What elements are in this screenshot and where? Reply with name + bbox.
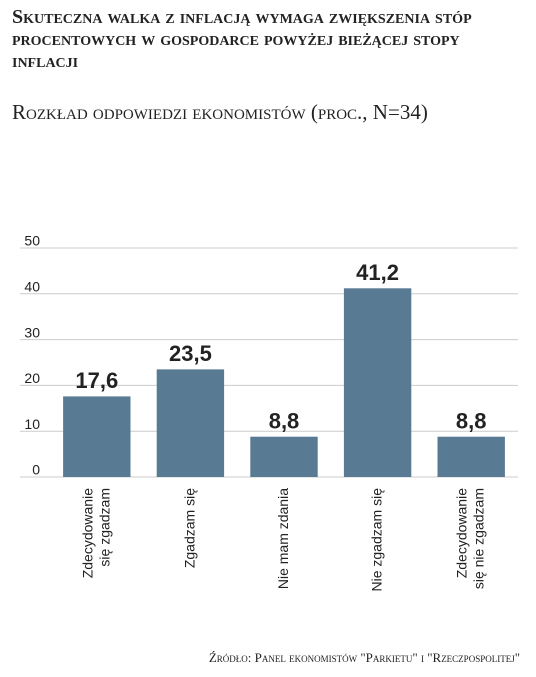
- y-tick-label: 40: [24, 279, 40, 295]
- y-tick-label: 20: [24, 370, 40, 386]
- source: Źródło: Panel ekonomistów "Parkietu" i "…: [208, 650, 520, 665]
- y-tick-label: 0: [32, 462, 40, 478]
- value-label: 8,8: [269, 409, 300, 434]
- x-tick-label: Zdecydowaniesię nie zgadzam: [453, 488, 486, 589]
- y-tick-label: 10: [24, 416, 40, 432]
- y-tick-label: 50: [24, 233, 40, 249]
- x-tick-label: Nie zgadzam się: [368, 488, 384, 592]
- bar: [156, 369, 225, 477]
- bar: [437, 436, 505, 477]
- bar: [343, 288, 412, 477]
- chart-subtitle: Rozkład odpowiedzi ekonomistów (proc., N…: [12, 100, 428, 124]
- chart: 0 10 20 30 40 50 17,6 Zdecydowaniesię zgadzam 23…: [20, 233, 518, 592]
- value-label: 41,2: [356, 260, 399, 285]
- value-label: 8,8: [456, 409, 487, 434]
- bar: [250, 436, 318, 477]
- value-label: 23,5: [169, 341, 212, 366]
- chart-title: Skuteczna walka z inflacją wymaga zwięks…: [12, 6, 472, 72]
- y-tick-label: 30: [24, 324, 40, 340]
- x-tick-label: Nie mam zdania: [275, 488, 291, 589]
- value-label: 17,6: [75, 368, 118, 393]
- x-tick-label: Zdecydowaniesię zgadzam: [79, 488, 112, 578]
- bar: [63, 396, 131, 477]
- x-tick-label: Zgadzam się: [181, 488, 197, 568]
